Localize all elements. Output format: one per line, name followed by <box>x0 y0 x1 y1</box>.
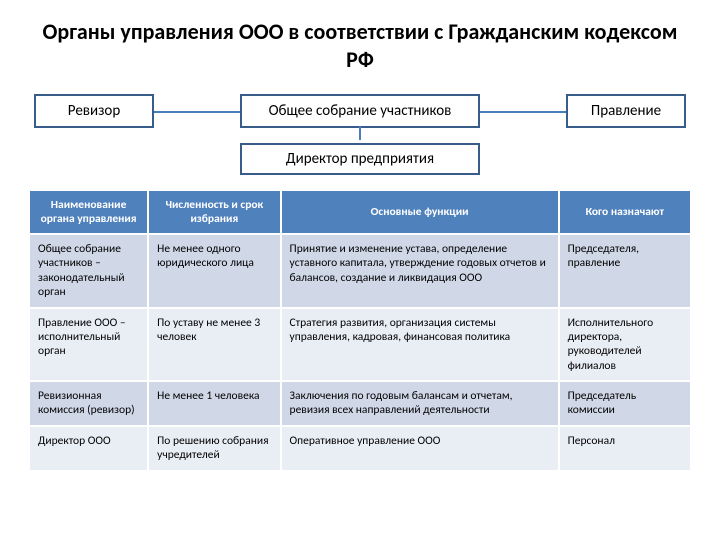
governance-table: Наименование органа управления Численнос… <box>28 189 692 472</box>
table-cell: Председателя, правление <box>559 234 691 308</box>
table-cell: Общее собрание участников – законодатель… <box>29 234 148 308</box>
table-header-row: Наименование органа управления Численнос… <box>29 190 691 234</box>
table-cell: Председатель комиссии <box>559 381 691 426</box>
table-cell: По уставу не менее 3 человек <box>148 308 280 382</box>
table-header: Кого назначают <box>559 190 691 234</box>
table-cell: Ревизионная комиссия (ревизор) <box>29 381 148 426</box>
table-cell: Оперативное управление ООО <box>281 426 559 471</box>
table-cell: Директор ООО <box>29 426 148 471</box>
connector-vline <box>359 126 361 140</box>
box-board: Правление <box>566 94 686 128</box>
org-director-row: Директор предприятия <box>28 143 692 175</box>
table-cell: Не менее 1 человека <box>148 381 280 426</box>
table-row: Правление ООО – исполнительный орган По … <box>29 308 691 382</box>
box-revisor: Ревизор <box>34 94 154 128</box>
table-cell: Правление ООО – исполнительный орган <box>29 308 148 382</box>
table-header: Численность и срок избрания <box>148 190 280 234</box>
table-header: Наименование органа управления <box>29 190 148 234</box>
table-cell: Принятие и изменение устава, определение… <box>281 234 559 308</box>
table-row: Директор ООО По решению собрания учредит… <box>29 426 691 471</box>
table-cell: Стратегия развития, организация системы … <box>281 308 559 382</box>
table-header: Основные функции <box>281 190 559 234</box>
box-general-meeting: Общее собрание участников <box>240 94 480 128</box>
box-director: Директор предприятия <box>240 143 480 175</box>
table-cell: Персонал <box>559 426 691 471</box>
table-cell: Заключения по годовым балансам и отчетам… <box>281 381 559 426</box>
page-title: Органы управления ООО в соответствии с Г… <box>28 18 692 73</box>
table-row: Общее собрание участников – законодатель… <box>29 234 691 308</box>
table-cell: Исполнительного директора, руководителей… <box>559 308 691 382</box>
box-general-meeting-label: Общее собрание участников <box>269 102 452 120</box>
org-top-row: Ревизор Общее собрание участников Правле… <box>34 91 686 131</box>
table-cell: Не менее одного юридического лица <box>148 234 280 308</box>
table-row: Ревизионная комиссия (ревизор) Не менее … <box>29 381 691 426</box>
table-cell: По решению собрания учредителей <box>148 426 280 471</box>
